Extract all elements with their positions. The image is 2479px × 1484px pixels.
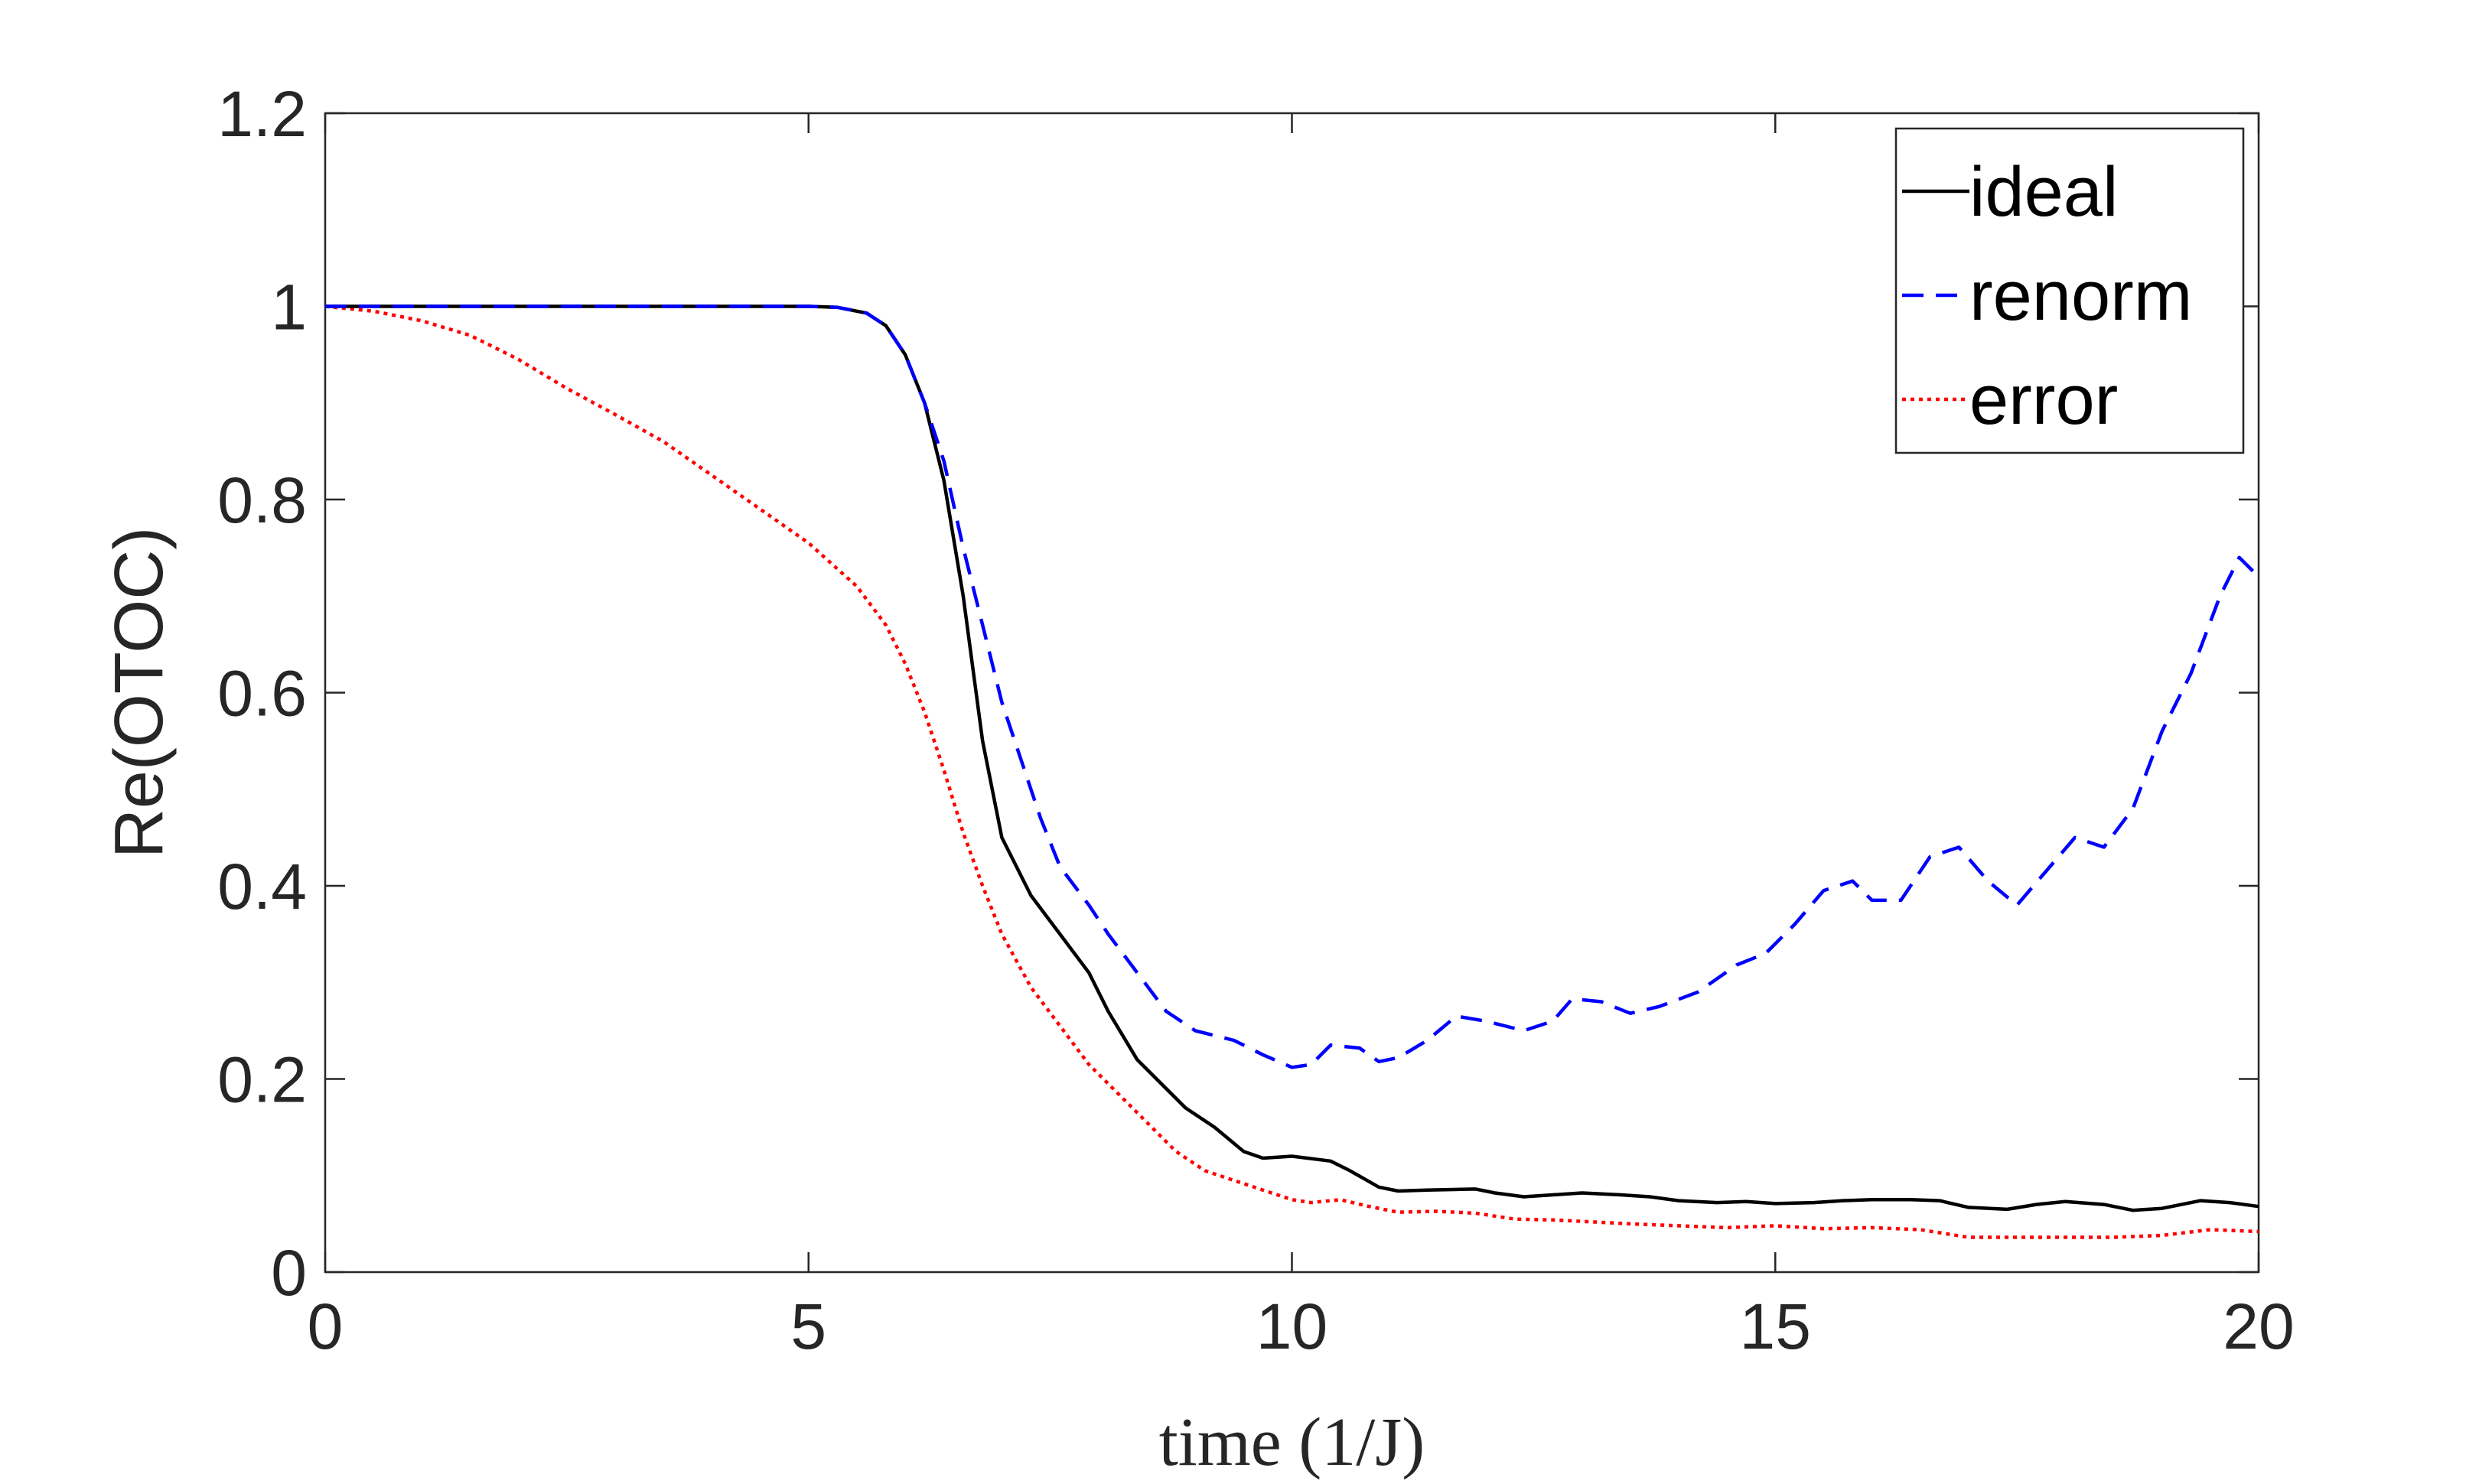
x-tick-label: 5 — [790, 1290, 826, 1362]
y-tick-label: 0 — [271, 1237, 307, 1309]
legend-label-error: error — [1969, 361, 2118, 439]
x-axis-title: time (1/J) — [1159, 1404, 1425, 1480]
x-tick-label: 15 — [1740, 1290, 1811, 1362]
series-lines — [324, 304, 2260, 1239]
x-tick-label: 10 — [1256, 1290, 1327, 1362]
legend-label-ideal: ideal — [1969, 153, 2118, 231]
y-tick-label: 0.2 — [217, 1044, 307, 1116]
y-axis-title: Re(OTOC) — [101, 527, 178, 858]
y-tick-label: 0.4 — [217, 851, 307, 923]
series-line-error — [324, 304, 2259, 1239]
x-ticks: 0 5 10 15 20 — [308, 113, 2295, 1362]
y-tick-label: 1 — [271, 272, 307, 343]
legend-label-renorm: renorm — [1969, 257, 2192, 335]
y-tick-label: 0.8 — [217, 464, 307, 536]
legend: ideal renorm error — [1894, 127, 2245, 454]
y-tick-label: 1.2 — [217, 78, 307, 150]
series-line-renorm — [325, 304, 2260, 1069]
y-ticks: 0 0.2 0.4 0.6 0.8 1 1.2 — [217, 78, 2259, 1309]
x-tick-label: 20 — [2223, 1290, 2294, 1362]
plot-area: 0 5 10 15 20 0 0.2 0.4 0.6 0.8 1 1.2 — [217, 78, 2295, 1362]
x-tick-label: 0 — [308, 1290, 344, 1362]
y-tick-label: 0.6 — [217, 658, 307, 730]
